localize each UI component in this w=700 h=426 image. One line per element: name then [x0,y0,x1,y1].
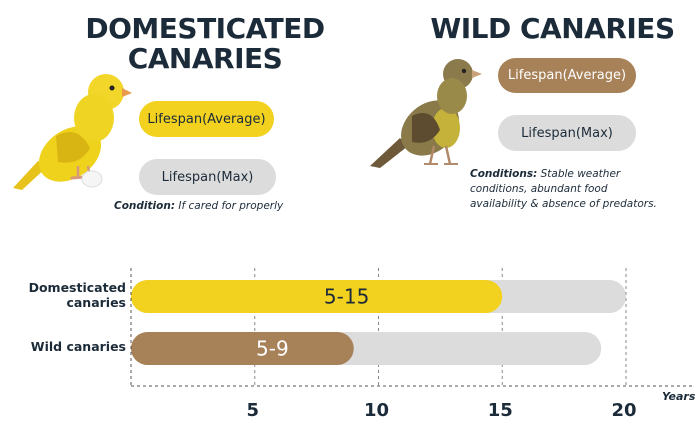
wild-condition-text-2: conditions, abundant food [470,183,608,195]
wild-lifespan-max-pill: Lifespan(Max) [498,115,636,151]
wild-condition-label: Conditions: [470,168,538,180]
x-tick-label-15: 15 [488,400,513,421]
wild-condition-note: Conditions: Stable weather conditions, a… [470,167,695,212]
yellow-canary-icon [13,74,132,190]
domestic-condition-label: Condition: [114,200,176,212]
domestic-lifespan-average-pill: Lifespan(Average) [139,101,274,137]
x-tick-label-20: 20 [611,400,636,421]
domesticated-title-line2: CANARIES [127,42,283,75]
bar-average-0 [131,280,503,313]
domesticated-title-line1: DOMESTICATED [85,12,325,45]
row-label-domesticated: Domesticated canaries [28,280,126,310]
x-tick-label-5: 5 [246,400,259,421]
domestic-lifespan-max-pill: Lifespan(Max) [139,159,276,195]
wild-condition-text-1: Stable weather [537,168,621,180]
bar-average-1 [131,332,354,365]
row-label-wild: Wild canaries [30,339,126,354]
wild-lifespan-average-pill: Lifespan(Average) [498,58,636,93]
wild-condition-text-3: availability & absence of predators. [470,198,657,210]
domesticated-title: DOMESTICATED CANARIES [60,14,350,74]
x-axis-label: Years [662,390,696,403]
x-tick-label-10: 10 [364,400,389,421]
wild-title: WILD CANARIES [430,12,675,45]
bar-average-label-0: 5-15 [324,285,369,309]
bar-average-label-1: 5-9 [256,337,289,361]
domestic-condition-text: If cared for properly [175,200,284,212]
domestic-condition-note: Condition: If cared for properly [114,199,314,214]
wild-canary-icon [370,59,482,168]
